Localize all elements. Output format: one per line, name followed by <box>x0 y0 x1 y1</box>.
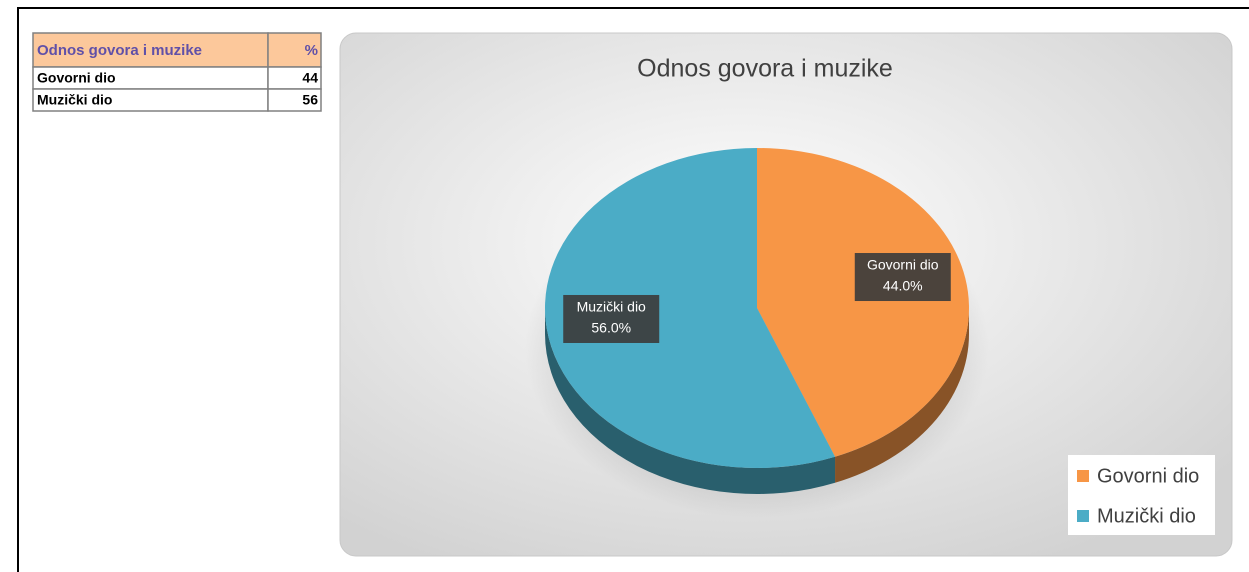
data-label-value: 44.0% <box>883 278 923 294</box>
data-label-box <box>563 294 660 343</box>
legend-label: Govorni dio <box>1097 465 1199 487</box>
table-text: Govorni dio <box>37 70 116 86</box>
pie-slice <box>545 148 836 468</box>
legend-swatch <box>1077 510 1089 522</box>
chart-title: Odnos govora i muzike <box>637 55 893 83</box>
table-cell <box>267 88 322 112</box>
legend-label: Muzički dio <box>1097 505 1196 527</box>
legend <box>1068 455 1215 535</box>
pie-side <box>545 308 836 495</box>
legend-swatch <box>1077 470 1089 482</box>
pie-side <box>835 308 969 483</box>
table-header: % <box>305 42 318 59</box>
sheet-frame <box>17 7 1249 572</box>
data-label-box <box>854 253 951 302</box>
table-text: 44 <box>302 70 318 86</box>
table-text: Muzički dio <box>37 92 112 108</box>
pie-slice <box>757 148 970 457</box>
table-header: Odnos govora i muzike <box>37 42 202 59</box>
table-text: 56 <box>302 92 318 108</box>
data-label-name: Muzički dio <box>577 299 646 315</box>
pie <box>545 148 970 495</box>
data-label-value: 56.0% <box>591 320 631 336</box>
data-label-name: Govorni dio <box>867 257 939 273</box>
table-cell <box>32 32 269 68</box>
